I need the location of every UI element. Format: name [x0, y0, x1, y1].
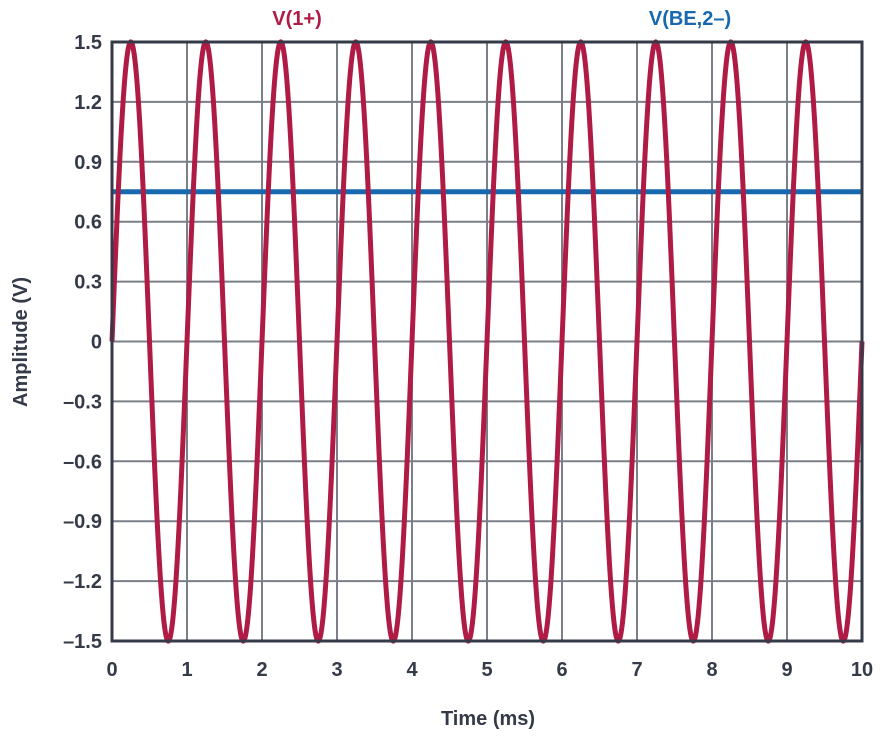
x-tick-label: 6	[556, 659, 567, 681]
y-tick-label: –1.2	[63, 571, 102, 593]
x-tick-label: 4	[406, 659, 418, 681]
y-tick-label: 0	[91, 332, 102, 354]
x-tick-labels: 0 1 2 3 4 5 6 7 8 9 10	[106, 659, 873, 681]
y-tick-label: –0.9	[63, 511, 102, 533]
y-tick-labels: 1.5 1.2 0.9 0.6 0.3 0 –0.3 –0.6 –0.9 –1.2 –1.5	[63, 32, 102, 653]
x-axis-label: Time (ms)	[441, 708, 535, 730]
x-tick-label: 5	[481, 659, 492, 681]
legend-v1plus: V(1+)	[272, 8, 321, 30]
plot-frame	[110, 40, 864, 643]
y-tick-label: –1.5	[63, 631, 102, 653]
x-tick-label: 7	[631, 659, 642, 681]
legend-vbe2minus: V(BE,2–)	[649, 8, 731, 30]
series-v1plus-line	[109, 39, 865, 644]
y-tick-label: 0.9	[74, 152, 102, 174]
x-tick-label: 3	[331, 659, 342, 681]
y-tick-label: –0.6	[63, 451, 102, 473]
y-tick-label: 0.6	[74, 212, 102, 234]
x-tick-label: 2	[256, 659, 267, 681]
y-tick-label: 1.2	[74, 92, 102, 114]
series	[109, 39, 865, 644]
y-tick-label: 0.3	[74, 272, 102, 294]
x-tick-label: 10	[851, 659, 873, 681]
x-tick-label: 0	[106, 659, 117, 681]
y-tick-label: –0.3	[63, 391, 102, 413]
x-tick-label: 9	[781, 659, 792, 681]
y-axis-label: Amplitude (V)	[10, 277, 32, 407]
x-tick-label: 1	[181, 659, 192, 681]
y-tick-label: 1.5	[74, 32, 102, 54]
x-tick-label: 8	[706, 659, 717, 681]
